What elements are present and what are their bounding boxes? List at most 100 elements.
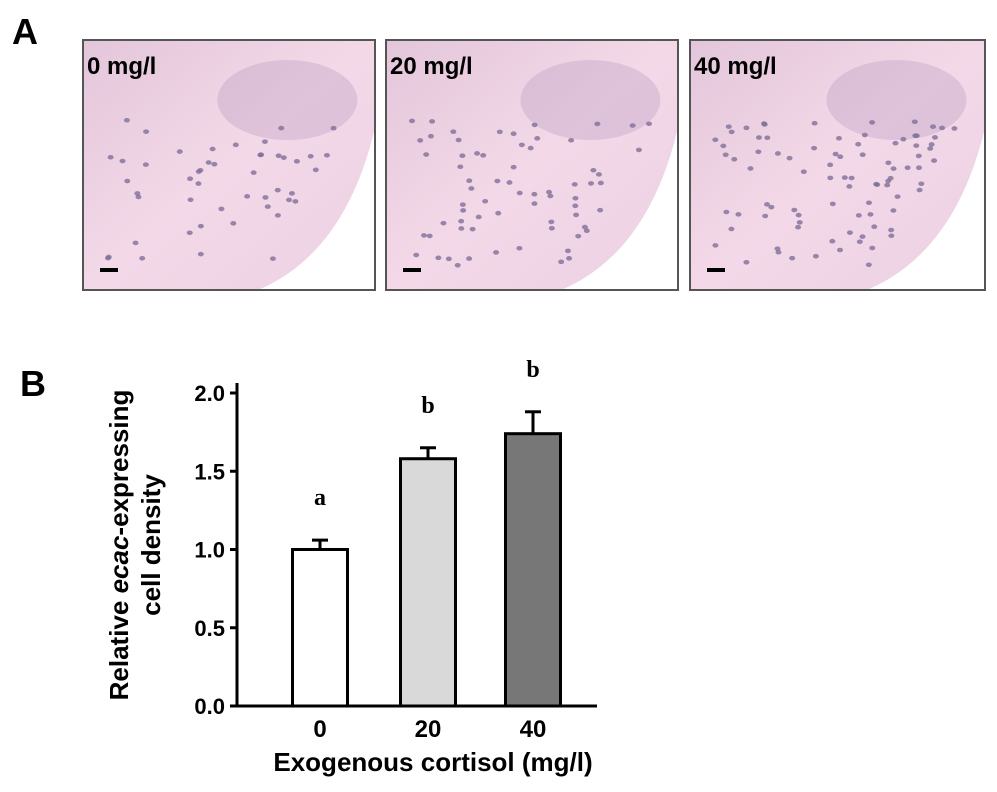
cell-dot <box>887 175 894 181</box>
cell-dot <box>835 135 842 141</box>
cell-dot <box>209 146 216 152</box>
image-border <box>82 39 376 291</box>
cell-dot <box>939 125 946 131</box>
cell-dot <box>466 256 473 261</box>
tissue-shade <box>217 60 358 140</box>
cell-dot <box>743 125 750 131</box>
cell-dot <box>583 228 590 234</box>
cell-dot <box>450 129 457 135</box>
bar-chart: 0.0 0.5 1.0 1.5 2.0 a 0 b 20 b 40 Exogenous cortiso… <box>104 357 597 777</box>
cell-dot <box>475 214 482 220</box>
cell-dot <box>755 135 762 140</box>
cell-dot <box>629 123 636 128</box>
cell-dot <box>573 212 580 218</box>
cell-dot <box>218 206 225 212</box>
cell-dot <box>594 121 601 127</box>
cell-dot <box>531 191 538 197</box>
cell-dot <box>836 247 843 253</box>
cell-dot <box>457 164 464 170</box>
cell-dot <box>435 255 442 261</box>
cell-dot <box>795 212 802 218</box>
cell-dot <box>755 149 762 155</box>
cell-dot <box>454 263 461 268</box>
cell-dot <box>548 225 555 231</box>
cell-dot <box>811 120 818 126</box>
cell-dot <box>205 160 212 165</box>
cell-dot <box>119 158 126 164</box>
cell-dot <box>915 153 922 159</box>
bar <box>399 457 457 708</box>
cell-dot <box>186 230 193 236</box>
cell-dot <box>728 226 735 232</box>
cell-dot <box>292 199 299 204</box>
cell-dot <box>930 124 937 129</box>
cell-dot <box>426 233 433 239</box>
cell-dot <box>531 201 538 206</box>
cell-dot <box>869 245 876 251</box>
cell-dot <box>865 262 872 268</box>
cell-dot <box>890 166 897 171</box>
cell-dot <box>786 155 793 161</box>
cell-dot <box>262 195 269 200</box>
cell-dot <box>280 155 287 160</box>
significance-letter: a <box>314 485 326 511</box>
cell-dot <box>187 197 194 203</box>
cell-dot <box>516 190 523 196</box>
cell-dot <box>518 142 525 148</box>
cell-dot <box>312 167 319 173</box>
x-axis-label: Exogenous cortisol (mg/l) <box>273 747 592 777</box>
cell-dot <box>884 182 891 188</box>
cell-dot <box>764 135 771 141</box>
significance-letter: b <box>526 357 539 383</box>
cell-dot <box>197 223 204 229</box>
bar <box>291 548 349 708</box>
cell-dot <box>124 178 131 184</box>
cell-dot <box>865 200 872 206</box>
cell-dot <box>274 187 281 193</box>
cell-dot <box>761 121 768 126</box>
cell-dot <box>547 193 554 199</box>
tissue <box>690 40 985 290</box>
cell-dot <box>307 154 314 159</box>
cell-dot <box>458 226 465 231</box>
cell-dot <box>597 207 604 213</box>
cell-dot <box>278 125 285 131</box>
cell-dot <box>516 245 523 251</box>
cell-dot <box>105 254 112 260</box>
cell-dot <box>123 117 130 123</box>
cell-dot <box>134 191 141 196</box>
cell-dot <box>712 137 719 143</box>
scale-bar <box>100 268 118 272</box>
y-axis-label-part: -expressing <box>104 390 134 536</box>
cell-dot <box>468 186 475 191</box>
cell-dot <box>143 129 150 134</box>
cell-dot <box>888 227 895 233</box>
cell-dot <box>812 253 819 259</box>
scale-bar <box>403 268 421 272</box>
cell-dot <box>546 189 553 195</box>
cell-dot <box>811 145 818 151</box>
cell-dot <box>107 154 114 160</box>
cell-dot <box>232 142 239 148</box>
cell-dot <box>587 181 594 186</box>
cell-dot <box>827 162 834 168</box>
cell-dot <box>846 184 853 189</box>
cell-dot <box>911 119 918 125</box>
cell-dot <box>493 250 500 255</box>
cell-dot <box>480 153 487 158</box>
cell-dot <box>859 152 866 158</box>
cell-dot <box>915 165 922 170</box>
y-axis-label: cell density <box>136 474 166 616</box>
cell-dot <box>859 234 866 239</box>
cell-dot <box>873 181 880 187</box>
y-tick-label: 0.0 <box>194 694 225 719</box>
image-row: 0 mg/l 20 mg/l 40 mg/l <box>82 39 986 291</box>
cell-dot <box>417 138 424 143</box>
cell-dot <box>747 166 754 171</box>
cell-dot <box>330 125 337 131</box>
cell-dot <box>712 243 719 248</box>
cell-dot <box>829 238 836 244</box>
cell-dot <box>743 259 750 265</box>
cell-dot <box>951 126 958 131</box>
cell-dot <box>211 161 218 167</box>
